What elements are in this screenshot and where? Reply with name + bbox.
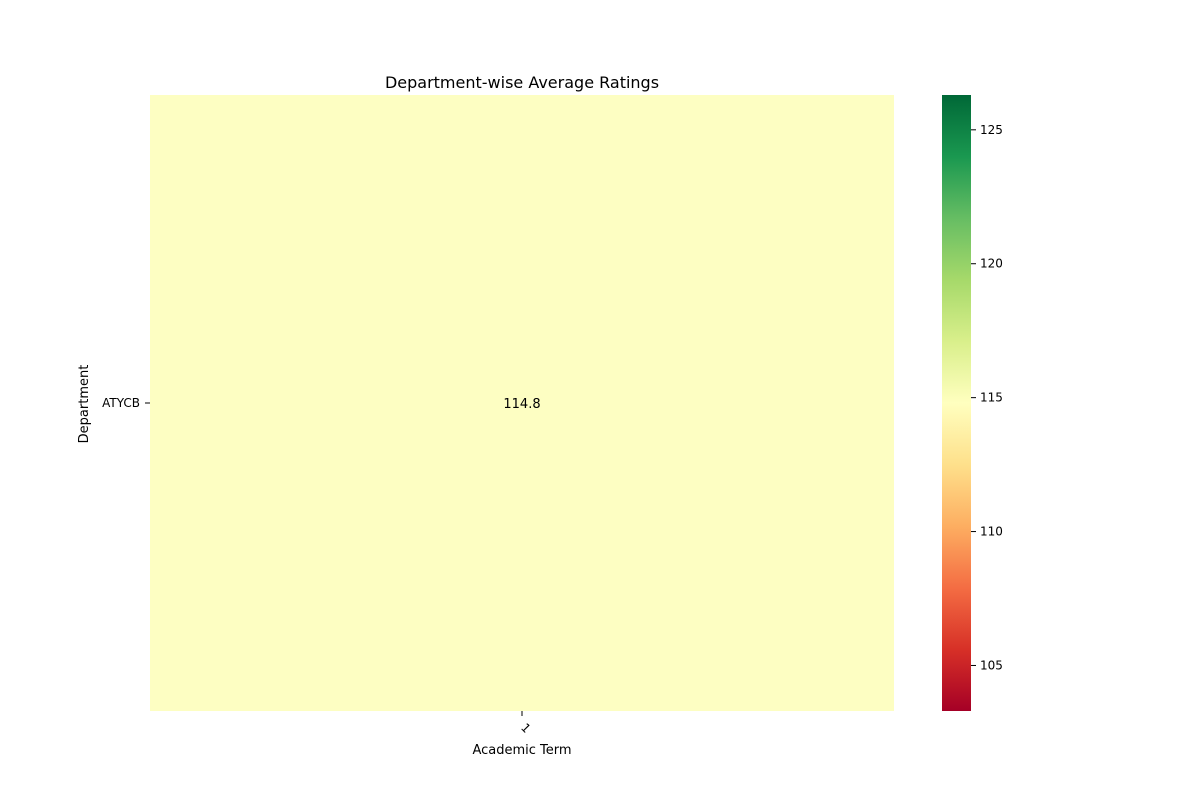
y-tick-label: ATYCB (102, 396, 140, 410)
colorbar-ticks: 105 110 115 120 125 (971, 123, 1003, 672)
x-axis-label: Academic Term (472, 743, 571, 758)
heatmap-cells (150, 95, 894, 711)
colorbar-tick-label: 115 (980, 391, 1003, 405)
y-axis-label: Department (77, 365, 92, 444)
heatmap-cell (150, 95, 894, 711)
cell-value-label: 114.8 (503, 397, 540, 412)
cell-annotations: 114.8 (503, 397, 540, 412)
colorbar-tick-label: 105 (980, 658, 1003, 672)
y-axis-ticks: ATYCB (102, 396, 150, 410)
colorbar-tick-label: 110 (980, 525, 1003, 539)
x-axis-ticks: 1 (518, 711, 533, 736)
chart-title: Department-wise Average Ratings (385, 73, 659, 92)
colorbar-tick-label: 125 (980, 123, 1003, 137)
colorbar-tick-label: 120 (980, 257, 1003, 271)
x-tick-label: 1 (518, 721, 533, 736)
colorbar (942, 95, 971, 711)
